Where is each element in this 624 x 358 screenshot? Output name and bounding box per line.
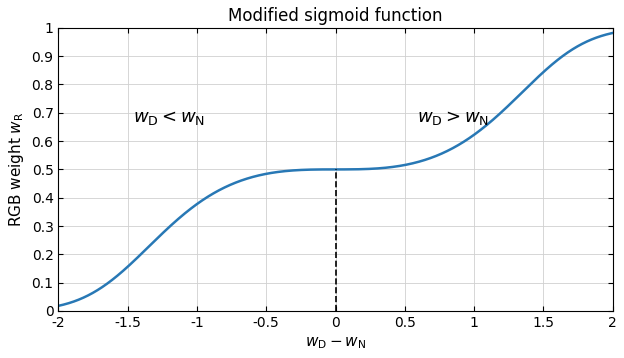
Text: $w_{\mathrm{D}} < w_{\mathrm{N}}$: $w_{\mathrm{D}} < w_{\mathrm{N}}$ <box>134 110 205 127</box>
X-axis label: $w_{\mathrm{D}} - w_{\mathrm{N}}$: $w_{\mathrm{D}} - w_{\mathrm{N}}$ <box>305 335 366 351</box>
Text: $w_{\mathrm{D}} > w_{\mathrm{N}}$: $w_{\mathrm{D}} > w_{\mathrm{N}}$ <box>417 110 489 127</box>
Title: Modified sigmoid function: Modified sigmoid function <box>228 7 443 25</box>
Y-axis label: RGB weight $w_{\mathrm{R}}$: RGB weight $w_{\mathrm{R}}$ <box>7 112 26 227</box>
